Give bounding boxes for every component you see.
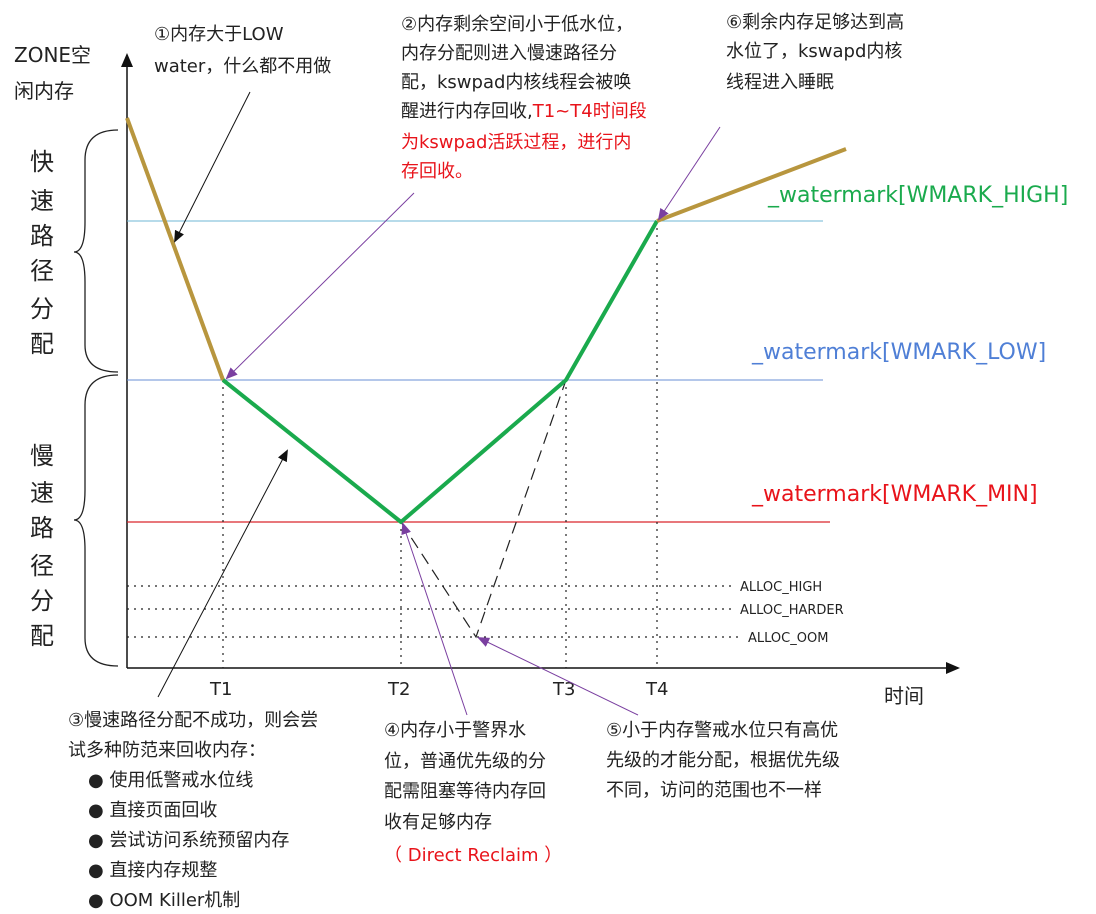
svg-text:径: 径	[30, 552, 54, 580]
alloc-high-label: ALLOC_HIGH	[740, 580, 822, 595]
alloc-harder-label: ALLOC_HARDER	[740, 603, 844, 618]
svg-text:水位了，kswapd内核: 水位了，kswapd内核	[726, 41, 902, 62]
note2-red-inline: T1~T4时间段	[532, 101, 647, 122]
svg-text:试多种防范来回收内存：: 试多种防范来回收内存：	[68, 740, 266, 761]
fast-region-label: 快 速 路 径 分 配	[30, 148, 54, 358]
list-item: ● 直接内存规整	[88, 860, 217, 881]
note4-direct-reclaim: （ Direct Reclaim ）	[384, 845, 562, 866]
svg-text:分: 分	[30, 587, 54, 615]
svg-text:线程进入睡眠: 线程进入睡眠	[726, 72, 834, 93]
svg-text:醒进行内存回收,T1~T4时间段: 醒进行内存回收,T1~T4时间段	[401, 101, 647, 122]
svg-text:④内存小于警界水: ④内存小于警界水	[384, 720, 526, 741]
fast-region-brace	[73, 129, 119, 373]
svg-text:配，kswpad内核线程会被唤: 配，kswpad内核线程会被唤	[401, 72, 631, 93]
x-axis-label: 时间	[884, 684, 924, 708]
tick-t3: T3	[552, 679, 575, 700]
fast-path-descent	[125, 117, 225, 381]
note1-arrow	[174, 91, 251, 243]
note4-arrow	[401, 522, 468, 716]
svg-text:内存分配则进入慢速路径分: 内存分配则进入慢速路径分	[401, 43, 617, 64]
svg-text:位，普通优先级的分: 位，普通优先级的分	[384, 751, 546, 772]
fast-path-recovery	[656, 147, 847, 223]
svg-text:water，什么都不用做: water，什么都不用做	[154, 56, 331, 77]
svg-text:快: 快	[30, 148, 54, 176]
svg-text:为kswpad活跃过程，进行内: 为kswpad活跃过程，进行内	[401, 132, 631, 153]
slow-path-curve	[221, 220, 659, 524]
list-item: ● 使用低警戒水位线	[88, 770, 253, 791]
svg-text:速: 速	[30, 479, 54, 507]
note-2: ②内存剩余空间小于低水位， 内存分配则进入慢速路径分 配，kswpad内核线程会…	[401, 14, 647, 182]
svg-text:⑥剩余内存足够达到高: ⑥剩余内存足够达到高	[726, 12, 904, 33]
svg-text:分: 分	[30, 295, 54, 323]
svg-text:速: 速	[30, 187, 54, 215]
svg-text:收有足够内存: 收有足够内存	[384, 812, 492, 833]
note-5: ⑤小于内存警戒水位只有高优 先级的才能分配，根据优先级 不同，访问的范围也不一样	[606, 720, 840, 801]
svg-text:配需阻塞等待内存回: 配需阻塞等待内存回	[384, 781, 546, 802]
svg-text:先级的才能分配，根据优先级: 先级的才能分配，根据优先级	[606, 750, 840, 771]
svg-text:径: 径	[30, 257, 54, 285]
tick-t2: T2	[387, 679, 410, 700]
min-watermark-label: _watermark[WMARK_MIN]	[751, 482, 1038, 507]
svg-text:①内存大于LOW: ①内存大于LOW	[154, 24, 284, 45]
svg-text:③慢速路径分配不成功，则会尝: ③慢速路径分配不成功，则会尝	[68, 710, 318, 731]
note5-arrow	[477, 637, 639, 716]
list-item: ● OOM Killer机制	[88, 890, 240, 911]
list-item: ● 直接页面回收	[88, 800, 217, 821]
list-item: ● 尝试访问系统预留内存	[88, 830, 289, 851]
note-1: ①内存大于LOW water，什么都不用做	[154, 24, 331, 77]
note-6: ⑥剩余内存足够达到高 水位了，kswapd内核 线程进入睡眠	[726, 12, 904, 93]
svg-text:慢: 慢	[30, 442, 54, 470]
high-watermark-label: _watermark[WMARK_HIGH]	[767, 183, 1068, 208]
svg-text:不同，访问的范围也不一样: 不同，访问的范围也不一样	[606, 780, 822, 801]
slow-region-label: 慢 速 路 径 分 配	[30, 442, 54, 650]
y-axis-label-line2: 闲内存	[14, 79, 74, 103]
note3-arrow	[157, 449, 288, 698]
note6-arrow	[657, 126, 721, 221]
svg-text:②内存剩余空间小于低水位，: ②内存剩余空间小于低水位，	[401, 14, 633, 35]
low-watermark-label: _watermark[WMARK_LOW]	[751, 340, 1046, 365]
note-4: ④内存小于警界水 位，普通优先级的分 配需阻塞等待内存回 收有足够内存 （ Di…	[384, 720, 562, 866]
tick-t4: T4	[645, 679, 668, 700]
note2-arrow	[225, 192, 415, 380]
svg-text:路: 路	[30, 514, 54, 542]
svg-text:路: 路	[30, 222, 54, 250]
svg-text:⑤小于内存警戒水位只有高优: ⑤小于内存警戒水位只有高优	[606, 720, 838, 741]
slow-region-brace	[73, 374, 119, 667]
oom-dashed-path	[400, 379, 567, 639]
tick-t1: T1	[209, 679, 232, 700]
note3-bullet-list: ● 使用低警戒水位线 ● 直接页面回收 ● 尝试访问系统预留内存 ● 直接内存规…	[88, 770, 289, 911]
svg-text:配: 配	[30, 330, 54, 358]
note-3: ③慢速路径分配不成功，则会尝 试多种防范来回收内存： ● 使用低警戒水位线 ● …	[68, 710, 318, 911]
y-axis-label-line1: ZONE空	[14, 43, 91, 67]
svg-text:存回收。: 存回收。	[401, 161, 473, 182]
alloc-oom-label: ALLOC_OOM	[748, 631, 828, 646]
svg-text:配: 配	[30, 622, 54, 650]
